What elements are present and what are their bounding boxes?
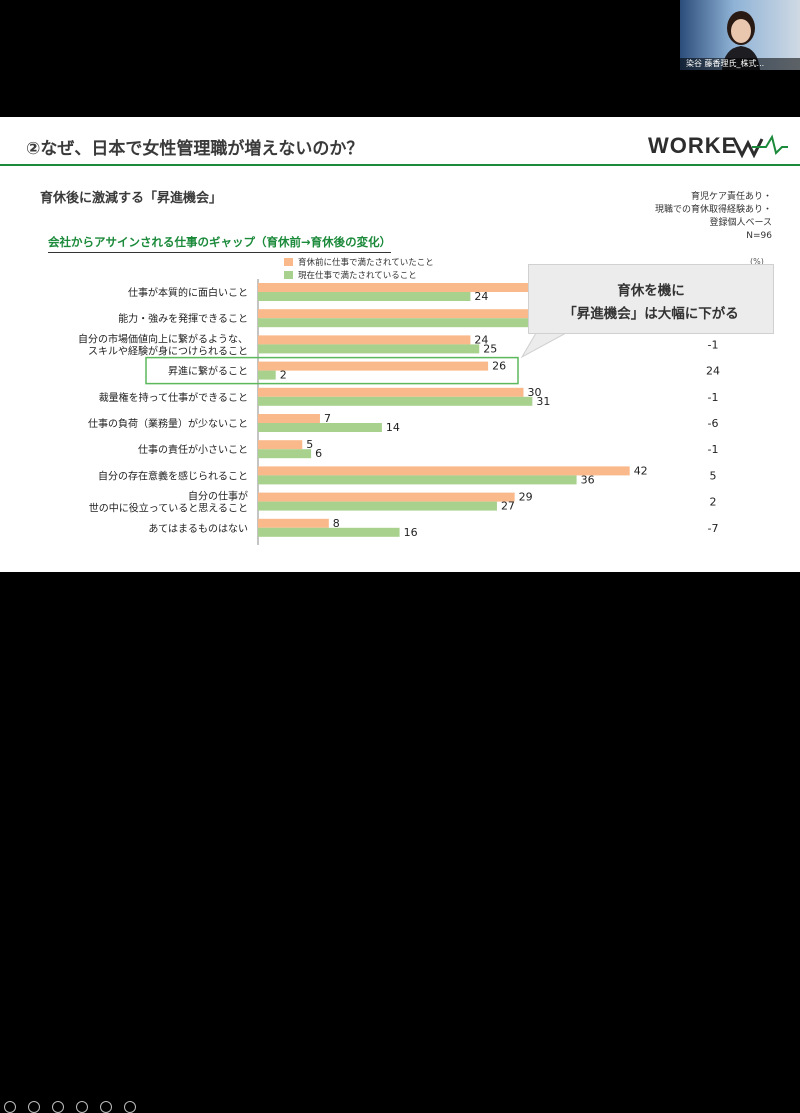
category-label-line: 仕事の負荷（業務量）が少ないこと: [88, 417, 248, 430]
bar-after: [258, 527, 400, 537]
more-options-icon[interactable]: [124, 1101, 136, 1113]
presentation-slide: ②なぜ、日本で女性管理職が増えないのか？ WORKE 育休後に激減する「昇進機会…: [0, 117, 800, 572]
category-label: 仕事の負荷（業務量）が少ないこと: [88, 417, 248, 430]
legend-item-before: 育休前に仕事で満たされていたこと: [284, 255, 434, 268]
value-label-before: 29: [519, 491, 533, 504]
value-label-before: 7: [324, 412, 331, 425]
bar-before: [258, 440, 303, 450]
bar-after: [258, 449, 312, 459]
value-label-before: 30: [528, 386, 542, 399]
value-label-after: 14: [386, 421, 400, 434]
category-label: あてはまるものはない: [148, 523, 248, 535]
difference-value: -7: [708, 522, 719, 535]
value-label-after: 16: [404, 526, 418, 539]
value-label-after: 25: [483, 342, 497, 355]
value-label-after: 6: [315, 447, 322, 460]
bar-before: [258, 335, 471, 345]
webcam-name-label: 染谷 藤香理氏_株式...: [680, 58, 800, 70]
category-label-line: 自分の市場価値向上に繋がるような、: [78, 332, 248, 345]
bar-after: [258, 370, 276, 380]
value-label-after: 27: [501, 500, 515, 513]
category-label: 自分の仕事が世の中に役立っていると思えること: [89, 490, 248, 515]
bar-before: [258, 283, 630, 292]
legend-item-after: 現在仕事で満たされていること: [284, 268, 434, 281]
bar-before: [258, 518, 329, 528]
category-label-line: 能力・強みを発揮できること: [118, 312, 248, 325]
category-label: 昇進に繋がること: [168, 365, 248, 378]
bar-before: [258, 466, 630, 476]
bar-before: [258, 361, 489, 371]
category-label-line: 自分の仕事が: [188, 490, 248, 503]
callout-box: 育休を機に 「昇進機会」は大幅に下がる: [528, 264, 774, 334]
pen-icon[interactable]: [52, 1101, 64, 1113]
bar-before: [258, 309, 630, 319]
slides-grid-icon[interactable]: [100, 1101, 112, 1113]
callout-pointer: [520, 332, 567, 359]
difference-value: 5: [710, 469, 717, 482]
difference-value: -1: [708, 338, 719, 351]
bar-before: [258, 414, 320, 423]
category-label-line: 裁量権を持って仕事ができること: [99, 391, 248, 404]
zoom-icon[interactable]: [76, 1101, 88, 1113]
value-label-before: 24: [474, 333, 488, 346]
bar-chart: 仕事が本質的に面白いこと 24 能力・強みを発揮できること自分の市場価値向上に繋がる…: [78, 279, 720, 545]
category-label-line: 世の中に役立っていると思えること: [89, 502, 248, 515]
legend-label-after: 現在仕事で満たされていること: [298, 270, 417, 281]
bar-after: [258, 475, 577, 485]
bar-after: [258, 501, 497, 511]
legend-swatch-before: [284, 257, 293, 266]
category-label-line: 仕事が本質的に面白いこと: [128, 286, 248, 299]
chart-title: 会社からアサインされる仕事のギャップ（育休前→育休後の変化）: [48, 234, 392, 253]
value-label-after: 31: [536, 395, 550, 408]
value-label-before: 8: [333, 517, 340, 530]
callout-line-1: 育休を機に: [617, 283, 685, 299]
slide-subtitle: 育休後に激減する「昇進機会」: [40, 191, 223, 206]
callout-line-2: 「昇進機会」は大幅に下がる: [563, 306, 739, 322]
chart-legend: 育休前に仕事で満たされていたこと 現在仕事で満たされていること: [284, 255, 434, 281]
difference-value: 24: [706, 365, 720, 378]
category-label: 自分の存在意義を感じられること: [98, 469, 248, 482]
webcam-thumbnail[interactable]: 染谷 藤香理氏_株式...: [680, 0, 800, 70]
category-label: 仕事が本質的に面白いこと: [128, 286, 248, 299]
legend-label-before: 育休前に仕事で満たされていたこと: [298, 257, 434, 268]
category-label: 能力・強みを発揮できること: [118, 312, 248, 325]
bar-after: [258, 396, 533, 406]
difference-value: -1: [708, 443, 719, 456]
value-label-after: 24: [474, 290, 488, 303]
bar-after: [258, 292, 471, 301]
workevo-logo: WORKE: [648, 133, 788, 159]
meeting-top-bar: [0, 0, 800, 117]
svg-text:WORKE: WORKE: [648, 133, 737, 158]
highlight-box: [145, 356, 519, 385]
value-label-after: 36: [581, 473, 595, 486]
value-label-before: 26: [492, 360, 506, 373]
category-label: 自分の市場価値向上に繋がるような、スキルや経験が身につけられること: [78, 332, 248, 357]
category-label: 裁量権を持って仕事ができること: [99, 391, 248, 404]
category-label-line: あてはまるものはない: [148, 523, 248, 535]
previous-icon[interactable]: [4, 1101, 16, 1113]
sample-note: 育児ケア責任あり・ 現職での育休取得経験あり・ 登録個人ベース N=96: [654, 192, 772, 241]
value-label-after: 2: [280, 369, 287, 382]
pointer-icon[interactable]: [28, 1101, 40, 1113]
category-label-line: 仕事の責任が小さいこと: [138, 443, 248, 456]
bar-after: [258, 423, 382, 432]
difference-value: -6: [708, 417, 719, 430]
bar-before: [258, 492, 515, 502]
legend-swatch-after: [284, 270, 293, 279]
value-label-before: 42: [634, 464, 648, 477]
title-underline: [0, 164, 800, 166]
slide-title: ②なぜ、日本で女性管理職が増えないのか？: [26, 139, 364, 159]
category-label-line: 自分の存在意義を感じられること: [98, 469, 248, 482]
bar-after: [258, 318, 630, 328]
category-label-line: スキルや経験が身につけられること: [88, 344, 248, 357]
slide-toolbar: [0, 548, 800, 1113]
bar-after: [258, 344, 480, 354]
category-label: 仕事の責任が小さいこと: [138, 443, 248, 456]
unit-label: (%): [750, 257, 764, 266]
value-label-before: 5: [306, 438, 313, 451]
category-label-line: 昇進に繋がること: [168, 365, 248, 378]
difference-value: -1: [708, 391, 719, 404]
bar-before: [258, 387, 524, 397]
difference-value: 2: [710, 496, 717, 509]
